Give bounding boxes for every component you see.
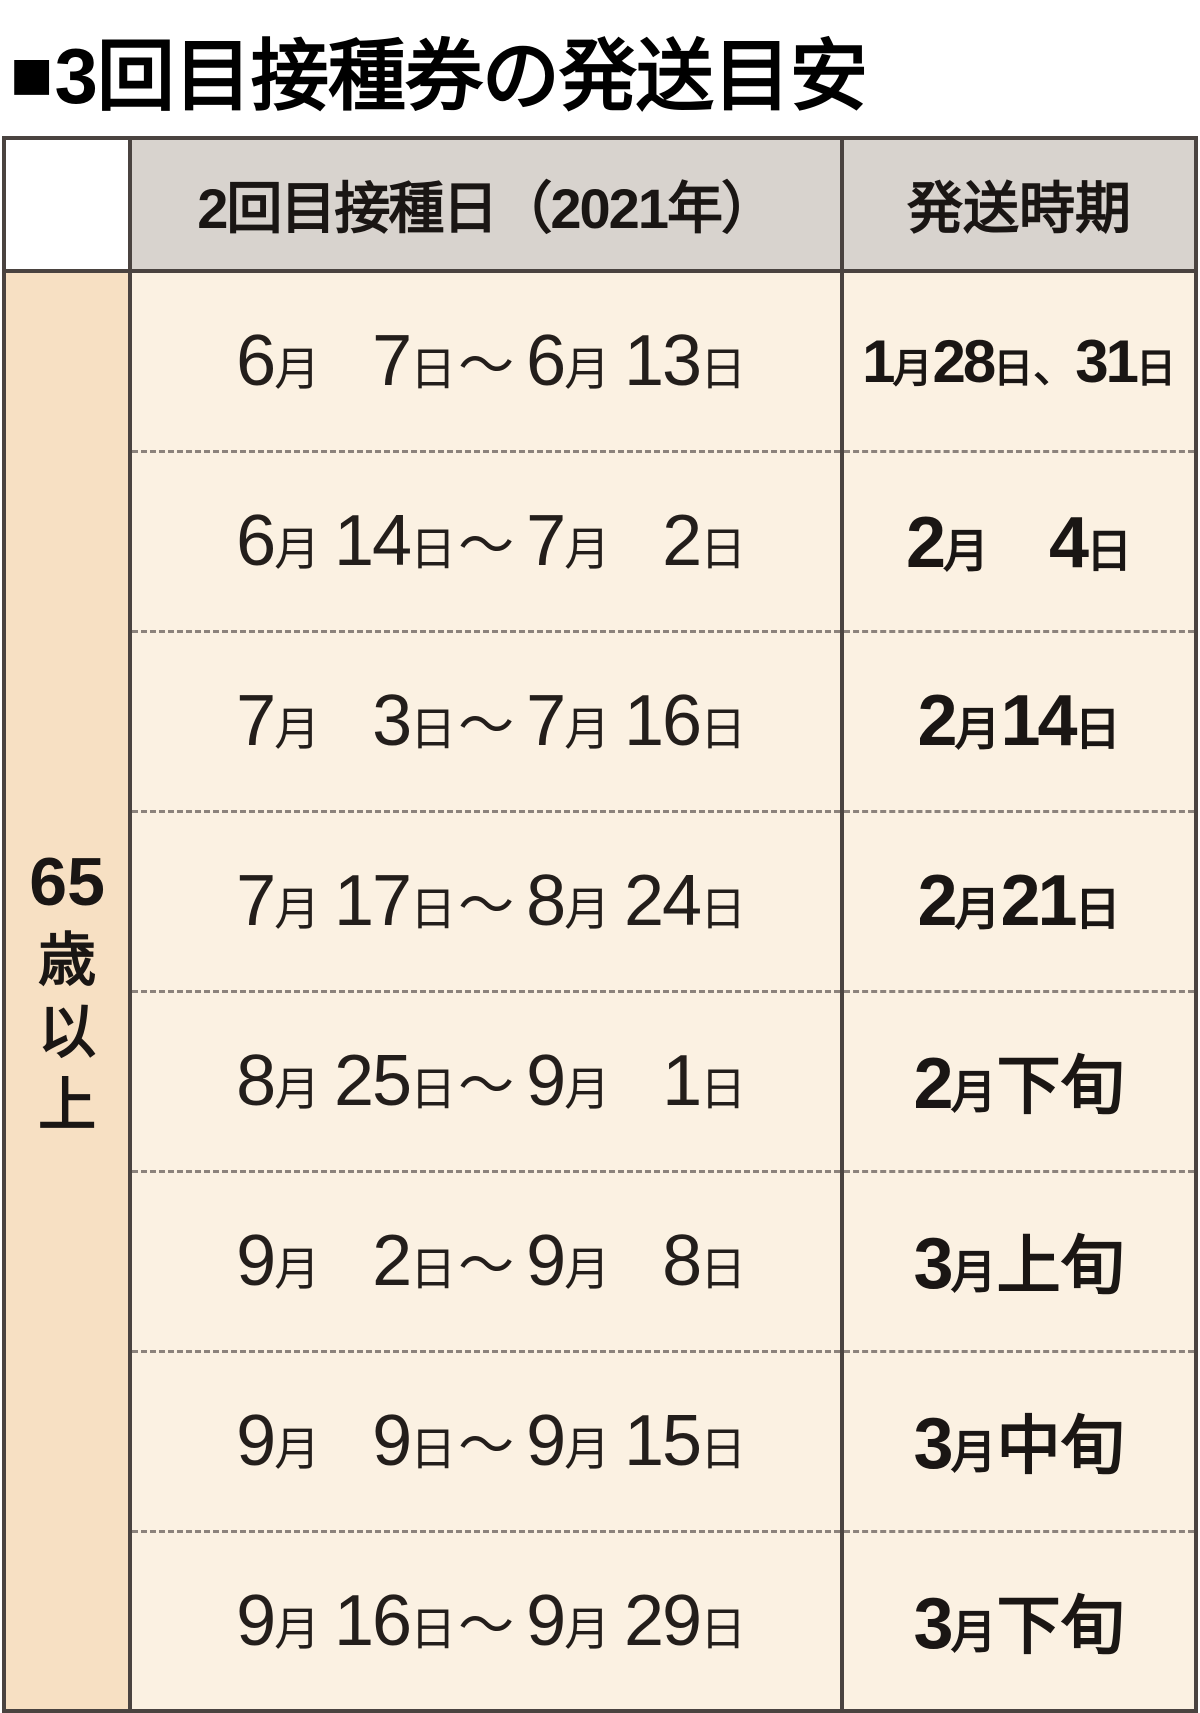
table-row: 9月16日〜9月29日3月下旬 [4,1531,1196,1711]
ship-date-cell: 3月上旬 [842,1171,1196,1351]
second-dose-date-cell: 8月25日〜9月1日 [130,991,842,1171]
header-ship-period: 発送時期 [842,138,1196,271]
second-dose-date-cell: 9月9日〜9月15日 [130,1351,842,1531]
title-text: 3回目接種券の発送目安 [55,32,867,120]
second-dose-date-cell: 6月7日〜6月13日 [130,271,842,451]
ship-date-cell: 2月 4日 [842,451,1196,631]
ship-date-cell: 3月中旬 [842,1351,1196,1531]
table-row: 7月3日〜7月16日2月14日 [4,631,1196,811]
page-title: ■3回目接種券の発送目安 [0,0,1200,136]
second-dose-date-cell: 9月2日〜9月8日 [130,1171,842,1351]
header-second-dose-date: 2回目接種日（2021年） [130,138,842,271]
ship-date-cell: 2月21日 [842,811,1196,991]
second-dose-date-cell: 7月3日〜7月16日 [130,631,842,811]
ship-date-cell: 2月14日 [842,631,1196,811]
ship-date-cell: 2月下旬 [842,991,1196,1171]
table-row: 7月17日〜8月24日2月21日 [4,811,1196,991]
table-row: 8月25日〜9月1日2月下旬 [4,991,1196,1171]
table-row: 9月9日〜9月15日3月中旬 [4,1351,1196,1531]
table-row: 9月2日〜9月8日3月上旬 [4,1171,1196,1351]
title-marker-icon: ■ [10,35,53,115]
header-blank [4,138,130,271]
second-dose-date-cell: 9月16日〜9月29日 [130,1531,842,1711]
second-dose-date-cell: 6月14日〜7月2日 [130,451,842,631]
table-row: 6月14日〜7月2日2月 4日 [4,451,1196,631]
ship-date-cell: 1月28日、31日 [842,271,1196,451]
schedule-table: 2回目接種日（2021年） 発送時期 65歳以上6月7日〜6月13日1月28日、… [2,136,1198,1713]
table-body: 65歳以上6月7日〜6月13日1月28日、31日6月14日〜7月2日2月 4日7… [4,271,1196,1711]
table-header-row: 2回目接種日（2021年） 発送時期 [4,138,1196,271]
ship-date-cell: 3月下旬 [842,1531,1196,1711]
age-group-label: 65歳以上 [4,271,130,1711]
second-dose-date-cell: 7月17日〜8月24日 [130,811,842,991]
table-row: 65歳以上6月7日〜6月13日1月28日、31日 [4,271,1196,451]
